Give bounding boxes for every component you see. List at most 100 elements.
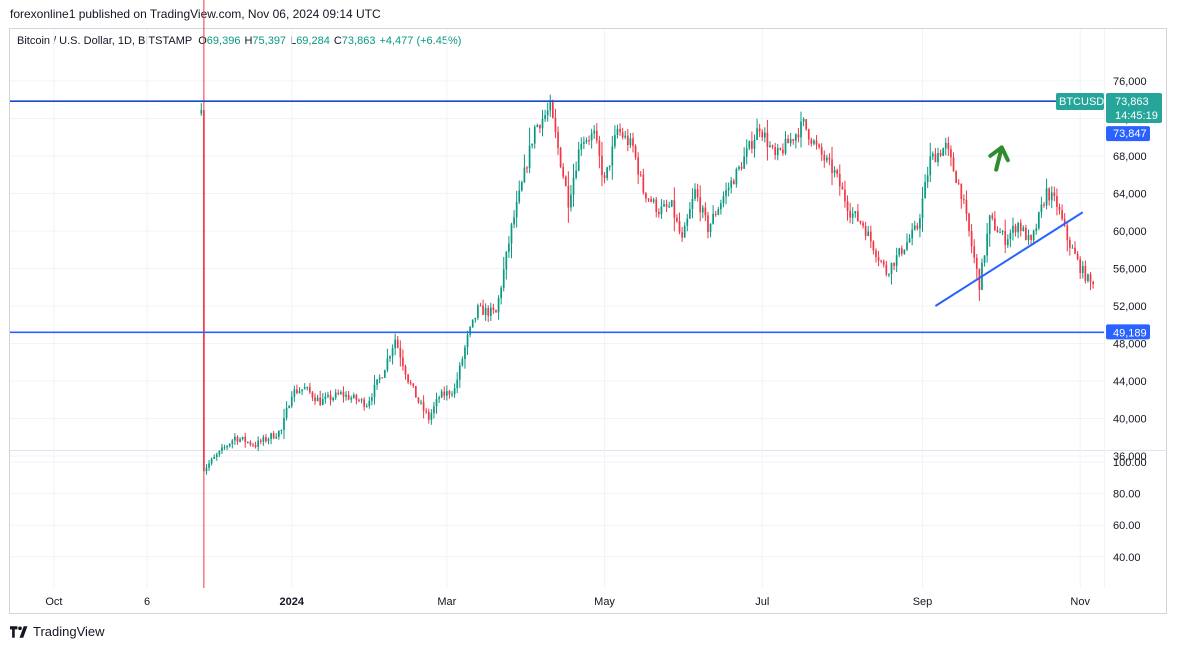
candle (665, 199, 668, 212)
candle (458, 362, 461, 388)
candle (378, 374, 381, 384)
close-value: 73,863 (341, 35, 376, 47)
candle (787, 134, 789, 144)
candle (647, 198, 650, 203)
candle-body (210, 458, 213, 464)
price-axis-tick: 44,000 (1113, 376, 1147, 388)
candle (570, 185, 572, 212)
candle-body (500, 287, 502, 299)
candle-body (701, 207, 704, 213)
candle-body (226, 446, 228, 448)
candle (200, 103, 203, 116)
candle (720, 199, 722, 215)
candle-body (906, 242, 908, 250)
candle-body (477, 305, 479, 318)
candle (306, 386, 309, 391)
candle (800, 111, 802, 148)
candle (771, 144, 774, 150)
candle (965, 190, 968, 221)
candle (223, 444, 226, 450)
candle-body (926, 175, 929, 183)
candle (807, 128, 810, 146)
candle (978, 268, 981, 301)
candle-body (588, 140, 590, 142)
candle-body (738, 166, 740, 170)
candle-body (1092, 281, 1094, 285)
candle (761, 129, 764, 141)
candle (489, 302, 492, 321)
time-axis-tick: Oct (45, 596, 62, 608)
candle-body (727, 187, 730, 191)
candle (885, 260, 888, 277)
candle-body (590, 133, 593, 141)
candle-body (774, 147, 777, 156)
candle (427, 408, 430, 424)
candle (921, 187, 924, 232)
candle-body (412, 383, 415, 386)
candle (321, 393, 324, 406)
symbol-tag (1056, 93, 1104, 111)
candle (743, 147, 745, 169)
candle-body (668, 206, 671, 208)
candle (262, 434, 265, 446)
candle-body (236, 436, 239, 442)
candle-body (660, 206, 663, 215)
candle (1050, 186, 1053, 209)
candle (779, 147, 782, 151)
price-axis-tick: 40,000 (1113, 414, 1147, 426)
candle (601, 141, 603, 187)
candle (1079, 256, 1082, 279)
candle (544, 109, 546, 122)
candle-body (433, 406, 435, 414)
candle-body (239, 439, 241, 442)
candle (593, 125, 596, 139)
candle (738, 165, 740, 171)
candle (541, 110, 544, 137)
candle-body (851, 213, 854, 218)
candle-body (461, 359, 464, 366)
candle-body (714, 214, 717, 216)
symbol-tag-label: BTCUSD (1059, 96, 1104, 108)
candle-body (720, 203, 722, 210)
candle (1040, 196, 1043, 218)
candle-body (303, 387, 306, 390)
candle-body (404, 366, 407, 375)
candle (673, 187, 676, 232)
candle (482, 299, 484, 316)
candle-body (689, 209, 691, 219)
candle (334, 389, 337, 401)
candle-body (595, 130, 598, 141)
candle-body (567, 186, 570, 208)
candle (438, 395, 440, 403)
candle (272, 430, 275, 440)
candle (285, 401, 288, 421)
candle-body (704, 207, 707, 216)
tradingview-brand[interactable]: TradingView (10, 624, 105, 639)
candle (960, 183, 963, 209)
candle (699, 185, 702, 222)
candle (717, 206, 720, 216)
candle-body (244, 436, 247, 443)
candle-body (771, 145, 774, 148)
candle (929, 142, 932, 182)
candle-body (487, 308, 490, 316)
candle-body (510, 224, 513, 244)
price-tags-layer: BTCUSD 73,863 14:45:19 73,847 49,189 (1056, 93, 1162, 340)
candle (347, 390, 350, 401)
candle-body (1001, 231, 1004, 233)
candle-body (528, 145, 531, 169)
candle (254, 441, 257, 449)
candle (528, 127, 531, 174)
candle (399, 340, 402, 367)
candle-body (797, 134, 800, 138)
candle-body (735, 169, 738, 185)
candle-body (869, 231, 872, 242)
candle-body (753, 140, 756, 149)
candle (546, 102, 549, 122)
candle (751, 131, 753, 154)
candle (981, 258, 983, 291)
candle (655, 196, 658, 218)
candle (373, 375, 376, 405)
candle-body (350, 397, 353, 400)
